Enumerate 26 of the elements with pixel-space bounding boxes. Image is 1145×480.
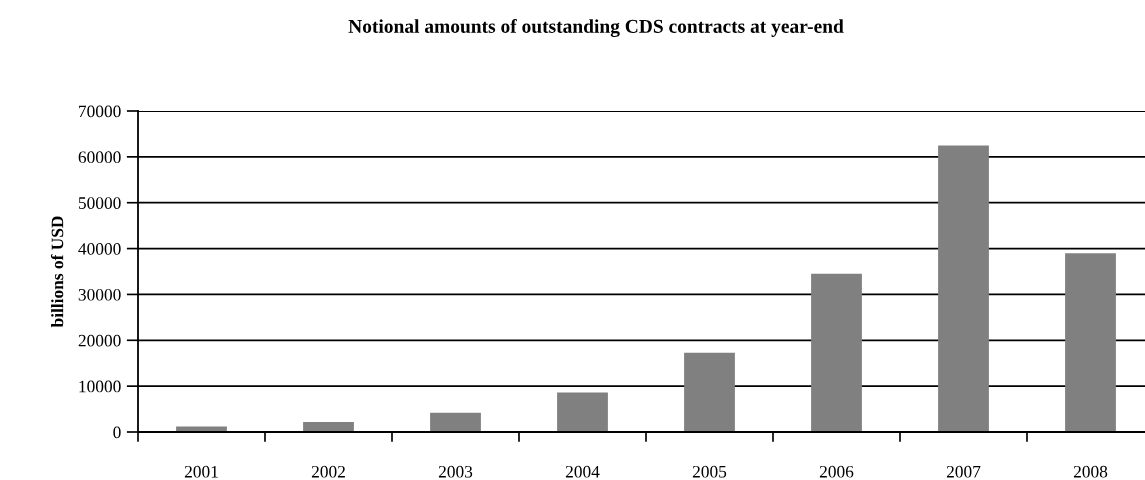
y-tick-label: 20000	[78, 334, 121, 347]
x-tick-label: 2004	[565, 465, 600, 478]
x-tick-label: 2005	[692, 465, 727, 478]
y-tick-label: 30000	[78, 288, 121, 301]
y-tick-label: 70000	[79, 105, 121, 118]
bar	[430, 412, 481, 432]
x-tick-label: 2003	[438, 465, 473, 478]
bar	[176, 426, 227, 432]
bar	[1065, 253, 1116, 432]
x-tick-label: 2007	[946, 465, 981, 478]
bar	[938, 145, 989, 432]
y-tick-label: 60000	[78, 151, 121, 164]
y-tick-label: 10000	[79, 380, 121, 393]
x-tick-label: 2002	[311, 465, 345, 478]
bar	[303, 421, 354, 432]
x-tick-label: 2001	[184, 465, 218, 478]
y-axis-title: billions of USD	[50, 216, 64, 328]
y-tick-label: 40000	[78, 243, 121, 255]
x-tick-label: 2006	[819, 465, 854, 478]
bar	[684, 352, 735, 432]
y-tick-label: 0	[113, 426, 121, 439]
chart-title: Notional amounts of outstanding CDS contracts at year-end	[348, 19, 844, 37]
x-tick-label: 2008	[1073, 465, 1108, 478]
bar	[557, 392, 608, 432]
bar	[811, 273, 862, 432]
y-tick-label: 50000	[78, 197, 121, 209]
